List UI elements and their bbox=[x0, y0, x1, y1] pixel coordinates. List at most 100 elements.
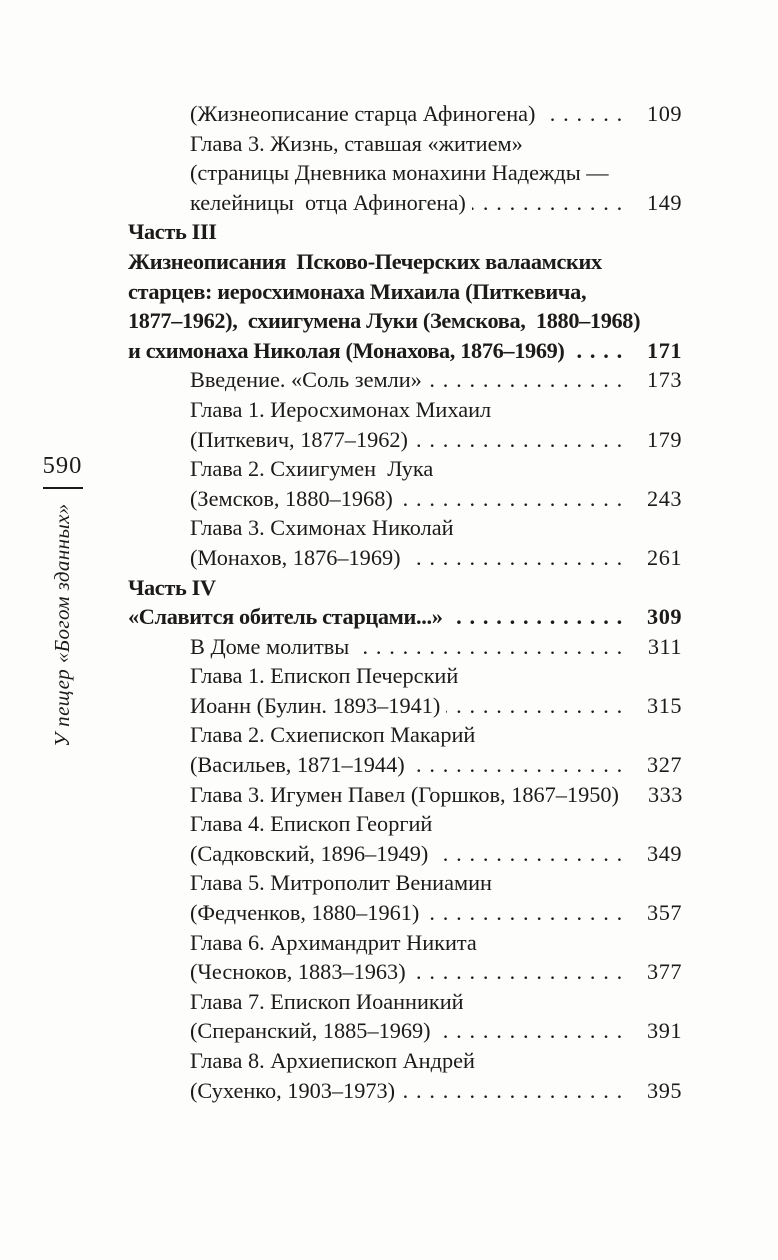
toc-line: келейницы отца Афиногена) 149 bbox=[190, 188, 682, 218]
toc-page-number: 349 bbox=[647, 840, 682, 866]
toc-entry-text: (страницы Дневника монахини Надежды — bbox=[190, 160, 609, 186]
toc-entry-text: 1877–1962), схиигумена Луки (Земскова, 1… bbox=[128, 308, 641, 334]
toc-line: Глава 1. Иеросхимонах Михаил bbox=[190, 395, 682, 425]
dot-leader bbox=[412, 957, 630, 987]
toc-entry-text: Глава 1. Епископ Печерский bbox=[190, 663, 459, 689]
dot-leader bbox=[414, 425, 630, 455]
toc-entry-text: Глава 5. Митрополит Вениамин bbox=[190, 870, 492, 896]
toc-entry-text: Глава 8. Архиепископ Андрей bbox=[190, 1048, 475, 1073]
toc-entry-text: Глава 7. Епископ Иоанникий bbox=[190, 988, 464, 1014]
toc-line: Жизнеописания Псково-Печерских валаамски… bbox=[128, 247, 682, 277]
toc-line: (Федченков, 1880–1961) 357 bbox=[190, 898, 682, 928]
dot-leader bbox=[407, 543, 630, 573]
dot-leader bbox=[434, 839, 630, 869]
toc-entry-text: старцев: иеросхимонаха Михаила (Питкевич… bbox=[128, 278, 587, 304]
toc-entry-text: Глава 2. Схиепископ Макарий bbox=[190, 722, 476, 748]
toc-entry-text: (Земсков, 1880–1968) bbox=[190, 485, 393, 511]
toc-line: Глава 7. Епископ Иоанникий bbox=[190, 987, 682, 1017]
toc-entry-text: Жизнеописания Псково-Печерских валаамски… bbox=[128, 248, 602, 274]
toc-entry-text: «Славится обитель старцами...» bbox=[128, 604, 443, 630]
toc-line: (Земсков, 1880–1968) 243 bbox=[190, 484, 682, 514]
toc-page-number: 327 bbox=[647, 752, 682, 778]
toc-line: (страницы Дневника монахини Надежды — bbox=[190, 158, 682, 188]
toc-entry-text: келейницы отца Афиногена) bbox=[190, 189, 466, 215]
toc-entry-text: (Монахов, 1876–1969) bbox=[190, 544, 401, 570]
toc-entry-text: (Садковский, 1896–1949) bbox=[190, 840, 429, 866]
toc-page-number: 149 bbox=[647, 189, 682, 215]
dot-leader bbox=[449, 602, 631, 632]
toc-entry-text: (Чесноков, 1883–1963) bbox=[190, 959, 406, 985]
toc-page-number: 309 bbox=[647, 604, 682, 630]
toc-entry-text: и схимонаха Николая (Монахова, 1876–1969… bbox=[128, 337, 565, 363]
toc-line: (Питкевич, 1877–1962) 179 bbox=[190, 425, 682, 455]
toc-entry-text: (Васильев, 1871–1944) bbox=[190, 752, 405, 778]
toc-page-number: 243 bbox=[647, 485, 682, 511]
dot-leader bbox=[571, 336, 631, 366]
dot-leader bbox=[437, 1016, 630, 1046]
toc-entry-text: Иоанн (Булин. 1893–1941) bbox=[190, 692, 441, 718]
toc-entry-text: Глава 3. Игумен Павел (Горшков, 1867–195… bbox=[190, 781, 619, 807]
toc-entry-text: Глава 3. Жизнь, ставшая «житием» bbox=[190, 130, 523, 156]
toc-entry-text: Глава 1. Иеросхимонах Михаил bbox=[190, 396, 492, 422]
toc-entry-text: Введение. «Соль земли» bbox=[190, 367, 422, 393]
toc-entry-text: (Сухенко, 1903–1973) bbox=[190, 1077, 396, 1103]
toc-page-number: 395 bbox=[647, 1077, 682, 1103]
toc-entry-text: Глава 3. Схимонах Николай bbox=[190, 515, 454, 541]
folio-page-number: 590 bbox=[42, 452, 83, 479]
dot-leader bbox=[428, 365, 630, 395]
toc-page-number: 357 bbox=[647, 900, 682, 926]
toc-page-number: 261 bbox=[647, 544, 682, 570]
toc-line: Глава 6. Архимандрит Никита bbox=[190, 928, 682, 958]
table-of-contents: (Жизнеописание старца Афиногена) 109 Гла… bbox=[0, 99, 682, 1105]
toc-line: Глава 4. Епископ Георгий bbox=[190, 809, 682, 839]
toc-line: Глава 2. Схиигумен Лука bbox=[190, 454, 682, 484]
toc-page-number: 109 bbox=[647, 101, 682, 126]
toc-line: (Монахов, 1876–1969) 261 bbox=[190, 543, 682, 573]
toc-line: Иоанн (Булин. 1893–1941) 315 bbox=[190, 691, 682, 721]
toc-line: (Сухенко, 1903–1973) 395 bbox=[190, 1076, 682, 1106]
toc-page-number: 171 bbox=[647, 337, 682, 363]
toc-entry-text: (Питкевич, 1877–1962) bbox=[190, 426, 408, 452]
toc-line: и схимонаха Николая (Монахова, 1876–1969… bbox=[128, 336, 682, 366]
toc-line: Введение. «Соль земли» 173 bbox=[190, 365, 682, 395]
toc-line: Глава 8. Архиепископ Андрей bbox=[190, 1046, 682, 1076]
toc-entry-text: (Жизнеописание старца Афиногена) bbox=[190, 101, 536, 126]
toc-entry-text: (Сперанский, 1885–1969) bbox=[190, 1018, 431, 1044]
toc-entry-text: В Доме молитвы bbox=[190, 633, 350, 659]
dot-leader bbox=[425, 898, 630, 928]
toc-line: Глава 1. Епископ Печерский bbox=[190, 661, 682, 691]
toc-line: Часть IV bbox=[128, 573, 682, 603]
dot-leader bbox=[355, 632, 630, 662]
toc-entry-text: Глава 2. Схиигумен Лука bbox=[190, 456, 434, 482]
toc-entry-text: Глава 6. Архимандрит Никита bbox=[190, 929, 477, 955]
dot-leader bbox=[446, 691, 630, 721]
toc-line: «Славится обитель старцами...» 309 bbox=[128, 602, 682, 632]
toc-line: Глава 3. Жизнь, ставшая «житием» bbox=[190, 129, 682, 159]
dot-leader bbox=[411, 750, 630, 780]
toc-line: (Васильев, 1871–1944) 327 bbox=[190, 750, 682, 780]
toc-line: Глава 3. Схимонах Николай bbox=[190, 513, 682, 543]
toc-page-number: 377 bbox=[647, 959, 682, 985]
dot-leader bbox=[399, 484, 630, 514]
toc-line: В Доме молитвы 311 bbox=[190, 632, 682, 662]
toc-line: Глава 3. Игумен Павел (Горшков, 1867–195… bbox=[190, 780, 682, 810]
dot-leader bbox=[541, 99, 630, 129]
toc-entry-text: Часть IV bbox=[128, 574, 216, 600]
toc-page-number: 311 bbox=[647, 633, 682, 659]
toc-entry-text: Часть III bbox=[128, 219, 217, 245]
folio-rule-divider bbox=[43, 487, 83, 489]
toc-line: Глава 5. Митрополит Вениамин bbox=[190, 868, 682, 898]
toc-line: Часть III bbox=[128, 217, 682, 247]
toc-entry-text: (Федченков, 1880–1961) bbox=[190, 900, 420, 926]
toc-line: (Жизнеописание старца Афиногена) 109 bbox=[190, 99, 682, 129]
toc-line: 1877–1962), схиигумена Луки (Земскова, 1… bbox=[128, 306, 682, 336]
dot-leader bbox=[625, 780, 631, 810]
toc-line: (Сперанский, 1885–1969) 391 bbox=[190, 1016, 682, 1046]
toc-line: (Садковский, 1896–1949) 349 bbox=[190, 839, 682, 869]
toc-page-number: 333 bbox=[648, 781, 683, 807]
dot-leader bbox=[472, 188, 630, 218]
toc-line: старцев: иеросхимонаха Михаила (Питкевич… bbox=[128, 277, 682, 307]
toc-line: (Чесноков, 1883–1963) 377 bbox=[190, 957, 682, 987]
toc-page-number: 173 bbox=[647, 367, 682, 393]
toc-line: Глава 2. Схиепископ Макарий bbox=[190, 720, 682, 750]
